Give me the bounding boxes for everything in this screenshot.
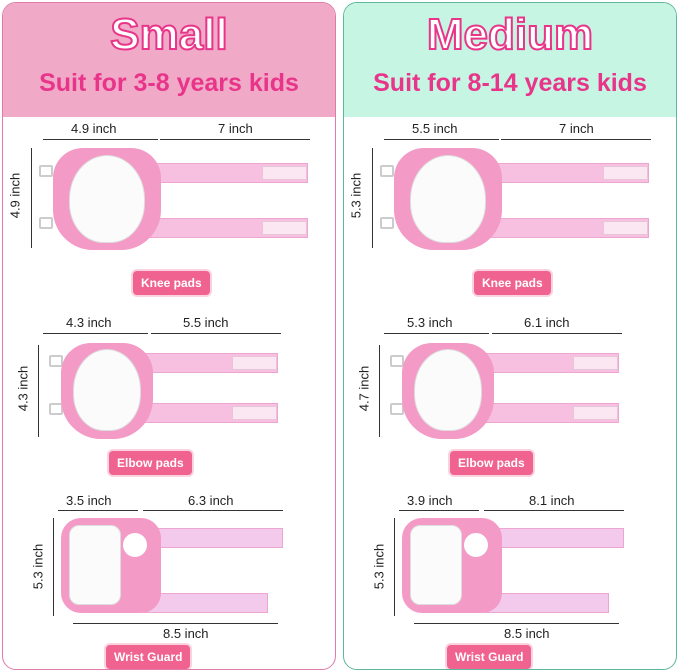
elbow-pads-label: Elbow pads bbox=[109, 451, 192, 475]
wrist-total-length: 8.5 inch bbox=[504, 626, 550, 641]
small-size-panel: Small Suit for 3-8 years kids 4.9 inch 7… bbox=[2, 2, 336, 670]
wrist-height: 5.3 inch bbox=[371, 543, 387, 590]
elbow-width: 5.3 inch bbox=[407, 315, 453, 330]
elbow-height: 4.3 inch bbox=[15, 365, 31, 412]
wrist-width: 3.9 inch bbox=[407, 493, 453, 508]
elbow-width: 4.3 inch bbox=[66, 315, 112, 330]
wrist-guard-label: Wrist Guard bbox=[447, 645, 532, 669]
wrist-height: 5.3 inch bbox=[30, 543, 46, 590]
age-range: Suit for 8-14 years kids bbox=[373, 69, 647, 97]
wrist-width: 3.5 inch bbox=[66, 493, 112, 508]
knee-pads-label: Knee pads bbox=[133, 271, 210, 295]
wrist-total-length: 8.5 inch bbox=[163, 626, 209, 641]
wrist-guard-label: Wrist Guard bbox=[106, 645, 191, 669]
medium-size-panel: Medium Suit for 8-14 years kids 5.5 inch… bbox=[343, 2, 677, 670]
knee-height: 4.9 inch bbox=[7, 172, 23, 219]
age-range: Suit for 3-8 years kids bbox=[39, 69, 299, 97]
knee-strap-length: 7 inch bbox=[559, 121, 594, 136]
size-header: Medium Suit for 8-14 years kids bbox=[344, 3, 676, 117]
elbow-pads-label: Elbow pads bbox=[450, 451, 533, 475]
size-title: Small bbox=[109, 9, 228, 60]
elbow-height: 4.7 inch bbox=[356, 365, 372, 412]
knee-strap-length: 7 inch bbox=[218, 121, 253, 136]
knee-pads-label: Knee pads bbox=[474, 271, 551, 295]
elbow-strap-length: 5.5 inch bbox=[183, 315, 229, 330]
knee-height: 5.3 inch bbox=[348, 172, 364, 219]
wrist-strap-length: 8.1 inch bbox=[529, 493, 575, 508]
elbow-strap-length: 6.1 inch bbox=[524, 315, 570, 330]
wrist-strap-length: 6.3 inch bbox=[188, 493, 234, 508]
knee-width: 5.5 inch bbox=[412, 121, 458, 136]
size-header: Small Suit for 3-8 years kids bbox=[3, 3, 335, 117]
size-title: Medium bbox=[426, 9, 594, 60]
knee-width: 4.9 inch bbox=[71, 121, 117, 136]
